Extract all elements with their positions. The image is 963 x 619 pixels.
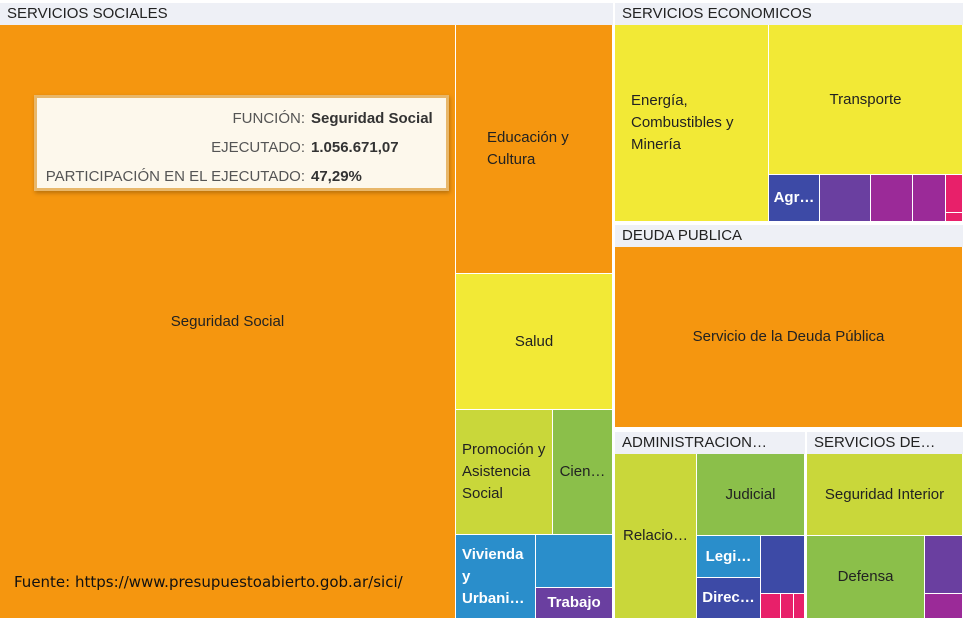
- tile-label: Direc…: [702, 589, 755, 606]
- tile-educacion-cultura[interactable]: Educación y Cultura: [456, 25, 613, 274]
- group-header-servicios-sociales: SERVICIOS SOCIALES: [0, 3, 613, 25]
- tile-label: Relacio…: [622, 527, 689, 544]
- tile-legislativa[interactable]: Legi…: [697, 536, 761, 578]
- tooltip-value: Seguridad Social: [311, 110, 433, 127]
- tile-label: Seguridad Social: [170, 312, 285, 330]
- tile-label: Trabajo: [547, 594, 601, 611]
- tile-economic-small-2[interactable]: [871, 175, 913, 222]
- tile-admin-small-4[interactable]: [794, 594, 805, 619]
- tile-label: Transporte: [829, 90, 902, 108]
- tile-salud[interactable]: Salud: [456, 274, 613, 410]
- tile-label: Servicio de la Deuda Pública: [692, 328, 885, 345]
- tooltip-row-funcion: FUNCIÓN: Seguridad Social: [37, 108, 446, 137]
- tile-label: Seguridad Interior: [824, 485, 945, 503]
- tile-ciencia[interactable]: Cien…: [553, 410, 613, 535]
- tile-security-small-2[interactable]: [925, 594, 963, 619]
- tile-label: Salud: [514, 332, 554, 350]
- tile-agricultura[interactable]: Agr…: [769, 175, 820, 222]
- tile-label: Legi…: [705, 547, 752, 565]
- group-header-servicios-economicos: SERVICIOS ECONOMICOS: [615, 3, 963, 25]
- tile-economic-small-1[interactable]: [820, 175, 871, 222]
- tooltip-row-ejecutado: EJECUTADO: 1.056.671,07: [37, 137, 446, 166]
- tile-label: Vivienda y Urbani…: [462, 545, 525, 607]
- tile-promocion-asistencia-social[interactable]: Promoción y Asistencia Social: [456, 410, 553, 535]
- tooltip-row-participacion: PARTICIPACIÓN EN EL EJECUTADO: 47,29%: [37, 166, 446, 195]
- tile-trabajo[interactable]: Trabajo: [536, 588, 613, 619]
- tile-economic-small-4[interactable]: [946, 175, 963, 213]
- source-caption: Fuente: https://www.presupuestoabierto.g…: [14, 573, 403, 591]
- tile-label: Defensa: [837, 568, 894, 585]
- tile-label: Agr…: [773, 189, 815, 206]
- tooltip-value: 47,29%: [311, 168, 362, 185]
- group-header-servicios-de: SERVICIOS DE…: [807, 432, 963, 454]
- group-header-deuda-publica: DEUDA PUBLICA: [615, 225, 963, 247]
- tooltip: FUNCIÓN: Seguridad Social EJECUTADO: 1.0…: [34, 95, 449, 191]
- tile-label: Energía, Combustibles y Minería: [631, 92, 734, 153]
- tile-economic-small-5[interactable]: [946, 213, 963, 222]
- tile-judicial[interactable]: Judicial: [697, 454, 805, 536]
- tile-label: Promoción y Asistencia Social: [462, 441, 546, 502]
- tile-direccion[interactable]: Direc…: [697, 578, 761, 619]
- tile-admin-small-3[interactable]: [781, 594, 794, 619]
- tile-relaciones[interactable]: Relacio…: [615, 454, 697, 619]
- tile-label: Cien…: [559, 463, 606, 480]
- tooltip-key: PARTICIPACIÓN EN EL EJECUTADO:: [45, 168, 305, 185]
- tile-admin-small-2[interactable]: [761, 594, 781, 619]
- tooltip-key: EJECUTADO:: [211, 139, 305, 156]
- tile-seguridad-interior[interactable]: Seguridad Interior: [807, 454, 963, 536]
- tile-agua-potable[interactable]: [536, 535, 613, 588]
- group-header-administracion: ADMINISTRACION…: [615, 432, 805, 454]
- tooltip-key: FUNCIÓN:: [232, 110, 306, 127]
- tile-security-small-1[interactable]: [925, 536, 963, 594]
- tooltip-value: 1.056.671,07: [311, 139, 399, 156]
- tile-economic-small-3[interactable]: [913, 175, 946, 222]
- tile-label: Educación y Cultura: [487, 129, 569, 168]
- tile-label: Judicial: [725, 485, 776, 503]
- tile-transporte[interactable]: Transporte: [769, 25, 963, 175]
- tile-servicio-deuda-publica[interactable]: Servicio de la Deuda Pública: [615, 247, 963, 428]
- tile-vivienda-urbanismo[interactable]: Vivienda y Urbani…: [456, 535, 536, 619]
- tile-admin-small-1[interactable]: [761, 536, 805, 594]
- tile-defensa[interactable]: Defensa: [807, 536, 925, 619]
- tile-energia-combustibles-mineria[interactable]: Energía, Combustibles y Minería: [615, 25, 769, 222]
